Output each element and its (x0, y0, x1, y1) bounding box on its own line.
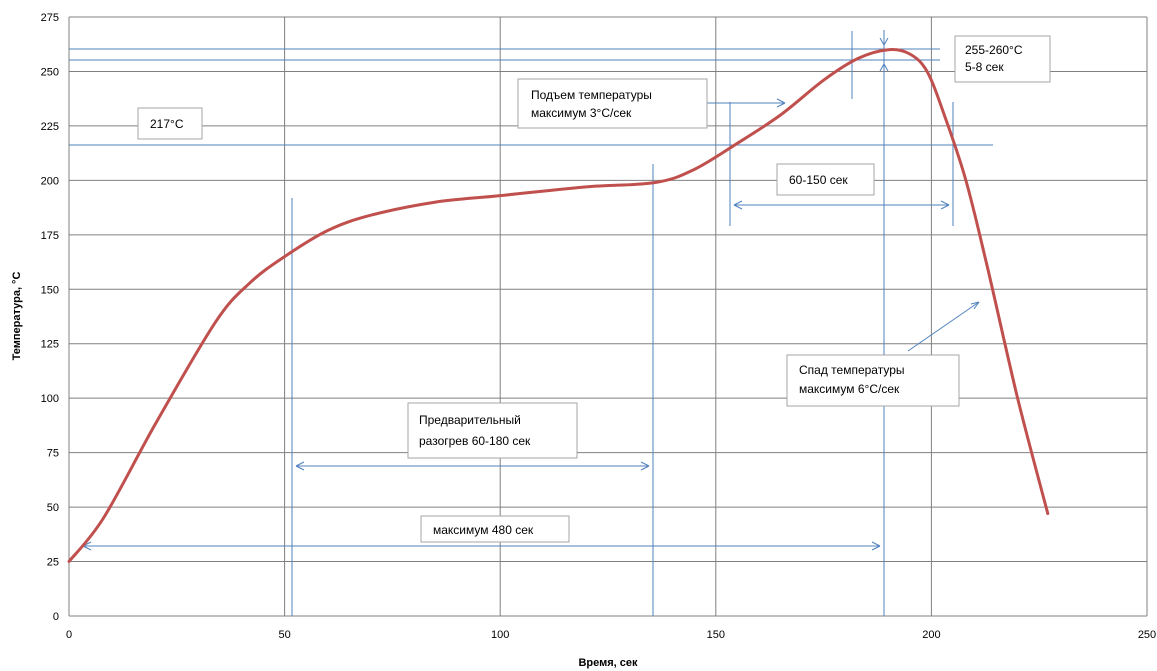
y-axis-title: Температура, °С (11, 272, 23, 361)
y-tick-label: 0 (53, 611, 59, 623)
label-max480: максимум 480 сек (433, 523, 534, 537)
y-tick-label: 175 (41, 230, 59, 242)
label-fall-2: максимум 6°С/сек (799, 382, 900, 396)
temperature-curve (67, 48, 1050, 563)
annotation-box-rise: Подъем температуры максимум 3°С/сек (517, 78, 708, 129)
x-tick-label: 150 (707, 629, 725, 641)
y-tick-label: 150 (41, 284, 59, 296)
x-tick-label: 100 (491, 629, 509, 641)
y-tick-label: 25 (47, 557, 59, 569)
annotation-box-tal: 60-150 сек (776, 163, 875, 196)
label-preheat-2: разогрев 60-180 сек (419, 434, 531, 448)
label-tal: 60-150 сек (789, 173, 848, 187)
annotation-box-peak: 255-260°С 5-8 сек (954, 35, 1051, 83)
annotation-box-preheat: Предварительный разогрев 60-180 сек (407, 402, 578, 459)
y-tick-label: 200 (41, 175, 59, 187)
y-tick-label: 75 (47, 448, 59, 460)
x-axis-title: Время, сек (578, 657, 638, 669)
x-tick-label: 250 (1138, 629, 1156, 641)
label-peak-time: 5-8 сек (965, 60, 1004, 74)
label-rise-2: максимум 3°С/сек (531, 106, 632, 120)
x-tick-labels: 0 50 100 150 200 250 (66, 629, 1156, 641)
annotation-box-217: 217°С (137, 107, 203, 140)
y-tick-label: 100 (41, 393, 59, 405)
label-217: 217°С (150, 117, 184, 131)
label-peak-temp: 255-260°С (965, 43, 1023, 57)
annotation-box-fall: Спад температуры максимум 6°С/сек (786, 354, 960, 407)
label-preheat-1: Предварительный (419, 413, 521, 427)
y-tick-label: 50 (47, 502, 59, 514)
y-tick-label: 125 (41, 339, 59, 351)
annotation-box-max480: максимум 480 сек (420, 515, 570, 543)
y-tick-label: 225 (41, 121, 59, 133)
y-tick-labels: 0 25 50 75 100 125 150 175 200 225 250 275 (41, 12, 59, 623)
x-tick-label: 50 (278, 629, 290, 641)
label-fall-1: Спад температуры (799, 363, 905, 377)
label-rise-1: Подъем температуры (531, 88, 652, 102)
y-tick-label: 250 (41, 66, 59, 78)
x-tick-label: 0 (66, 629, 72, 641)
fall-arrow (907, 301, 980, 352)
annotation-lines (69, 30, 993, 616)
y-tick-label: 275 (41, 12, 59, 24)
x-tick-label: 200 (922, 629, 940, 641)
